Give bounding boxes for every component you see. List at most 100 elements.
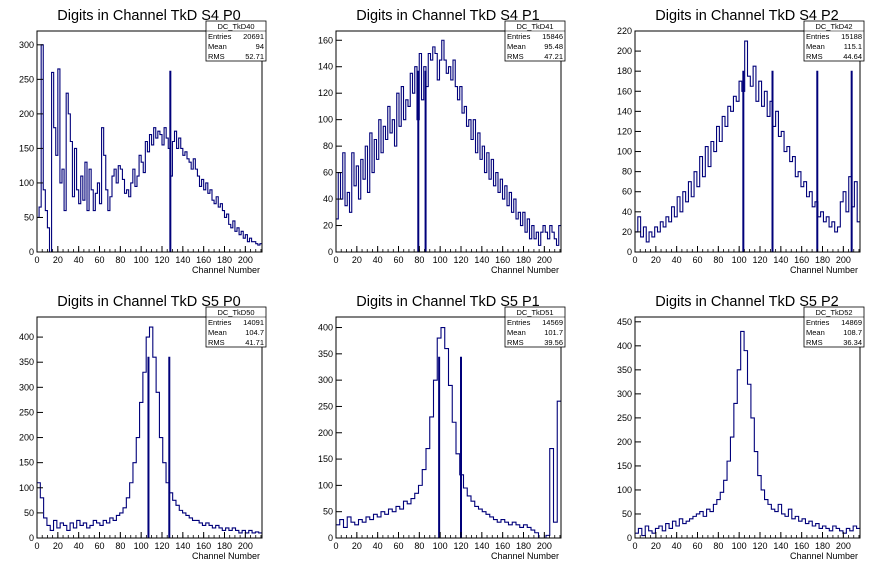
x-tick-label: 160 [196, 255, 211, 265]
plot-frame [634, 30, 861, 253]
stats-label-entries: Entries [507, 318, 531, 327]
y-tick-label: 140 [617, 106, 632, 116]
stats-box [205, 306, 267, 348]
x-tick-label: 20 [53, 255, 63, 265]
y-tick-label: 100 [318, 480, 333, 490]
histogram-series-line [635, 40, 860, 243]
x-tick-label: 40 [672, 255, 682, 265]
x-tick-label: 140 [175, 541, 190, 551]
histogram-svg: Digits in Channel TkD S5 P0 0 20 40 60 80 100 1… [19, 294, 267, 561]
x-tick-label: 60 [692, 255, 702, 265]
x-tick-label: 100 [433, 255, 448, 265]
x-tick-label: 120 [154, 255, 169, 265]
x-axis-label: Channel Number [790, 551, 858, 561]
y-tick-label: 60 [323, 168, 333, 178]
histogram-pad-s4-p1: Digits in Channel TkD S4 P1 0 20 40 60 80 100 1… [299, 0, 597, 286]
y-tick-label: 150 [617, 461, 632, 471]
stats-value-rms: 39.56 [544, 338, 563, 347]
stats-label-mean: Mean [208, 42, 227, 51]
y-tick-label: 250 [318, 401, 333, 411]
y-tick-label: 50 [24, 508, 34, 518]
stats-box [504, 306, 566, 348]
x-tick-label: 100 [134, 255, 149, 265]
histogram-svg: Digits in Channel TkD S5 P2 0 20 40 60 80 100 1… [617, 294, 865, 561]
histogram-svg: Digits in Channel TkD S5 P1 0 20 40 60 80 100 1… [318, 294, 566, 561]
x-tick-label: 80 [414, 541, 424, 551]
y-tick-label: 150 [318, 454, 333, 464]
y-tick-label: 160 [617, 86, 632, 96]
stats-value-mean: 101.7 [544, 328, 563, 337]
x-tick-label: 60 [393, 255, 403, 265]
stats-name: DC_TkD40 [217, 22, 254, 31]
x-tick-label: 100 [433, 541, 448, 551]
chart-title: Digits in Channel TkD S5 P2 [655, 294, 839, 310]
histogram-pad-s5-p1: Digits in Channel TkD S5 P1 0 20 40 60 80 100 1… [299, 286, 597, 572]
stats-label-rms: RMS [507, 338, 524, 347]
y-tick-label: 400 [617, 341, 632, 351]
x-tick-label: 0 [632, 255, 637, 265]
y-tick-label: 100 [19, 483, 34, 493]
y-tick-label: 0 [627, 533, 632, 543]
stats-value-entries: 14869 [841, 318, 862, 327]
stats-label-mean: Mean [507, 328, 526, 337]
x-tick-label: 140 [474, 541, 489, 551]
plot-frame [335, 316, 562, 539]
chart-title: Digits in Channel TkD S4 P1 [356, 8, 540, 24]
histogram-svg: Digits in Channel TkD S4 P2 0 20 40 60 80 100 1… [617, 8, 865, 275]
y-tick-label: 300 [318, 375, 333, 385]
y-tick-label: 200 [617, 46, 632, 56]
x-tick-label: 40 [373, 255, 383, 265]
stats-label-mean: Mean [806, 42, 825, 51]
histogram-svg: Digits in Channel TkD S4 P1 0 20 40 60 80 100 1… [318, 8, 566, 275]
histogram-pad-s4-p2: Digits in Channel TkD S4 P2 0 20 40 60 80 100 1… [598, 0, 896, 286]
x-tick-label: 160 [495, 255, 510, 265]
y-tick-label: 150 [19, 143, 34, 153]
y-tick-label: 0 [29, 533, 34, 543]
y-tick-label: 350 [318, 349, 333, 359]
y-tick-label: 100 [617, 147, 632, 157]
stats-value-mean: 115.1 [844, 42, 862, 51]
y-tick-label: 400 [318, 323, 333, 333]
x-tick-label: 160 [196, 541, 211, 551]
stats-value-rms: 44.64 [843, 52, 862, 61]
stats-name: DC_TkD51 [516, 308, 553, 317]
y-tick-label: 50 [622, 509, 632, 519]
y-tick-label: 250 [19, 74, 34, 84]
y-tick-label: 120 [318, 88, 333, 98]
chart-title: Digits in Channel TkD S4 P2 [655, 8, 839, 24]
plot-frame [36, 30, 263, 253]
x-tick-label: 60 [94, 255, 104, 265]
x-tick-label: 0 [34, 541, 39, 551]
y-tick-label: 200 [19, 433, 34, 443]
stats-label-rms: RMS [507, 52, 524, 61]
stats-box [504, 20, 566, 62]
histogram-series-line [336, 326, 561, 539]
x-tick-label: 120 [453, 541, 468, 551]
y-tick-label: 140 [318, 62, 333, 72]
x-tick-label: 160 [794, 541, 809, 551]
x-tick-label: 80 [115, 541, 125, 551]
stats-box [803, 306, 865, 348]
x-tick-label: 120 [752, 541, 767, 551]
x-tick-label: 40 [672, 541, 682, 551]
x-tick-label: 120 [453, 255, 468, 265]
stats-box [205, 20, 267, 62]
chart-title: Digits in Channel TkD S4 P0 [57, 8, 241, 24]
x-tick-label: 140 [773, 541, 788, 551]
y-tick-label: 450 [617, 317, 632, 327]
histogram-series-line [336, 39, 561, 246]
x-tick-label: 180 [815, 541, 830, 551]
y-tick-label: 100 [19, 178, 34, 188]
x-tick-label: 60 [692, 541, 702, 551]
x-tick-label: 180 [217, 541, 232, 551]
y-tick-label: 20 [622, 227, 632, 237]
y-tick-label: 350 [617, 365, 632, 375]
stats-name: DC_TkD41 [516, 22, 553, 31]
x-tick-label: 160 [495, 541, 510, 551]
stats-value-mean: 104.7 [245, 328, 264, 337]
y-tick-label: 400 [19, 332, 34, 342]
y-tick-label: 200 [318, 428, 333, 438]
stats-value-entries: 20691 [243, 32, 264, 41]
x-tick-label: 80 [115, 255, 125, 265]
stats-value-entries: 15188 [841, 32, 862, 41]
